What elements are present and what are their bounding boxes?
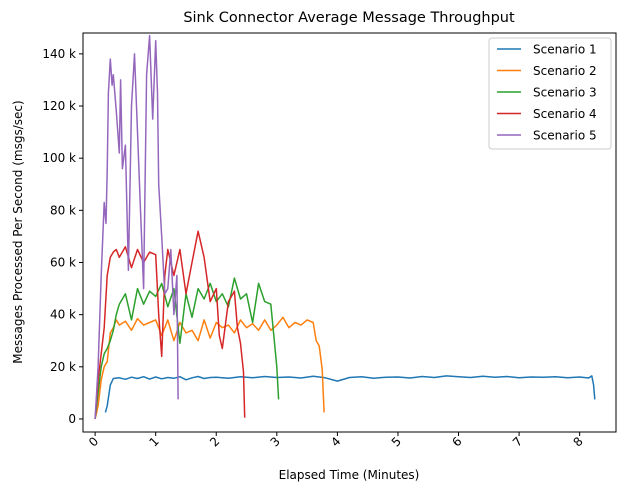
y-axis-title: Messages Processed Per Second (msgs/sec) (11, 100, 25, 363)
plot-frame (82, 32, 617, 433)
y-tick-label: 40 k (50, 308, 76, 322)
legend-label-3: Scenario 3 (533, 86, 597, 100)
series-line-5 (94, 34, 179, 420)
series-line-1 (104, 375, 596, 413)
x-axis-title: Elapsed Time (Minutes) (279, 468, 420, 482)
legend-label-5: Scenario 5 (533, 129, 597, 143)
legend-frame (488, 37, 612, 150)
y-tick-label: 100 k (42, 151, 76, 165)
series-layer (94, 34, 596, 420)
series-line-4 (94, 230, 246, 420)
y-tick-label: 80 k (50, 203, 76, 217)
y-tick-label: 60 k (50, 255, 76, 269)
y-axis-ticks: 0 20 k 40 k 60 k 80 k 100 k 120 k 140 k (42, 47, 83, 426)
y-tick-label: 140 k (42, 47, 76, 61)
legend: Scenario 1 Scenario 2 Scenario 3 Scenario 4… (488, 37, 612, 150)
legend-label-2: Scenario 2 (533, 64, 597, 78)
legend-label-1: Scenario 1 (533, 43, 597, 57)
y-tick-label: 20 k (50, 360, 76, 374)
y-tick-label: 0 (68, 412, 76, 426)
series-line-2 (94, 316, 325, 420)
y-tick-label: 120 k (42, 99, 76, 113)
chart-title: Sink Connector Average Message Throughpu… (183, 10, 515, 26)
legend-label-4: Scenario 4 (533, 107, 597, 121)
